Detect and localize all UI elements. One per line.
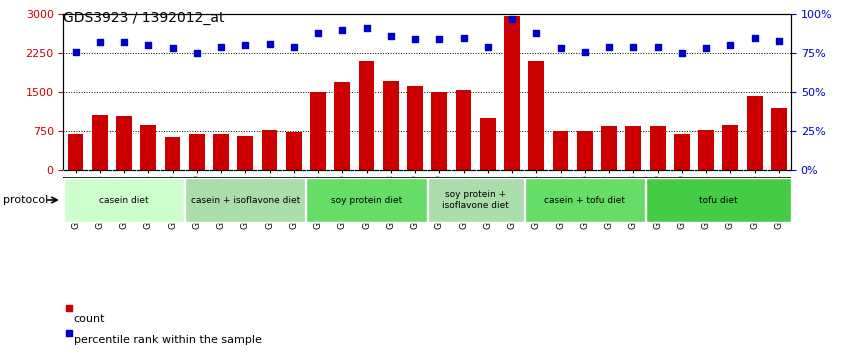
Point — [263, 41, 277, 47]
Text: protocol: protocol — [3, 195, 47, 205]
Bar — [646, 178, 790, 222]
Point — [311, 30, 325, 36]
Point — [481, 44, 495, 50]
Bar — [383, 81, 398, 170]
Bar — [68, 133, 84, 170]
Bar — [92, 115, 107, 170]
Bar — [722, 125, 739, 170]
Point — [505, 16, 519, 22]
Point — [93, 39, 107, 45]
Bar — [428, 178, 524, 222]
Point — [287, 44, 300, 50]
Bar — [431, 92, 448, 170]
Point — [457, 35, 470, 40]
Bar — [480, 118, 496, 170]
Bar — [185, 178, 305, 222]
Text: GDS3923 / 1392012_at: GDS3923 / 1392012_at — [63, 11, 225, 25]
Point — [384, 33, 398, 39]
Bar — [698, 131, 714, 170]
Point — [190, 50, 204, 56]
Bar — [504, 16, 520, 170]
Point — [700, 46, 713, 51]
Bar — [650, 126, 666, 170]
Bar — [286, 132, 302, 170]
Bar — [334, 82, 350, 170]
Bar — [310, 92, 326, 170]
Text: soy protein +
isoflavone diet: soy protein + isoflavone diet — [442, 190, 509, 210]
Text: percentile rank within the sample: percentile rank within the sample — [74, 335, 261, 345]
Point — [578, 49, 591, 55]
Bar — [407, 86, 423, 170]
Bar — [525, 178, 645, 222]
Bar — [189, 133, 205, 170]
Bar — [306, 178, 426, 222]
Bar — [771, 108, 787, 170]
Bar — [747, 96, 762, 170]
Bar — [165, 137, 180, 170]
Point — [214, 44, 228, 50]
Bar — [577, 131, 593, 170]
Point — [748, 35, 761, 40]
Point — [627, 44, 640, 50]
Bar — [213, 133, 229, 170]
Point — [723, 42, 737, 48]
Bar — [238, 136, 253, 170]
Bar — [359, 61, 375, 170]
Bar — [602, 126, 617, 170]
Bar — [674, 133, 689, 170]
Bar — [456, 91, 471, 170]
Text: casein diet: casein diet — [99, 195, 149, 205]
Text: tofu diet: tofu diet — [699, 195, 738, 205]
Point — [118, 39, 131, 45]
Point — [360, 25, 373, 31]
Point — [409, 36, 422, 42]
Point — [602, 44, 616, 50]
Bar — [261, 131, 277, 170]
Point — [530, 30, 543, 36]
Point — [62, 330, 75, 336]
Text: count: count — [74, 314, 105, 324]
Point — [239, 42, 252, 48]
Point — [432, 36, 446, 42]
Text: casein + isoflavone diet: casein + isoflavone diet — [190, 195, 300, 205]
Bar — [529, 61, 544, 170]
Point — [554, 46, 568, 51]
Point — [336, 27, 349, 33]
Point — [166, 46, 179, 51]
Point — [141, 42, 155, 48]
Bar — [552, 131, 569, 170]
Text: casein + tofu diet: casein + tofu diet — [544, 195, 625, 205]
Bar — [116, 116, 132, 170]
Bar — [140, 125, 157, 170]
Point — [772, 38, 786, 44]
Point — [62, 305, 75, 311]
Point — [675, 50, 689, 56]
Bar — [625, 126, 641, 170]
Point — [69, 49, 82, 55]
Bar — [64, 178, 184, 222]
Text: soy protein diet: soy protein diet — [331, 195, 402, 205]
Point — [651, 44, 664, 50]
